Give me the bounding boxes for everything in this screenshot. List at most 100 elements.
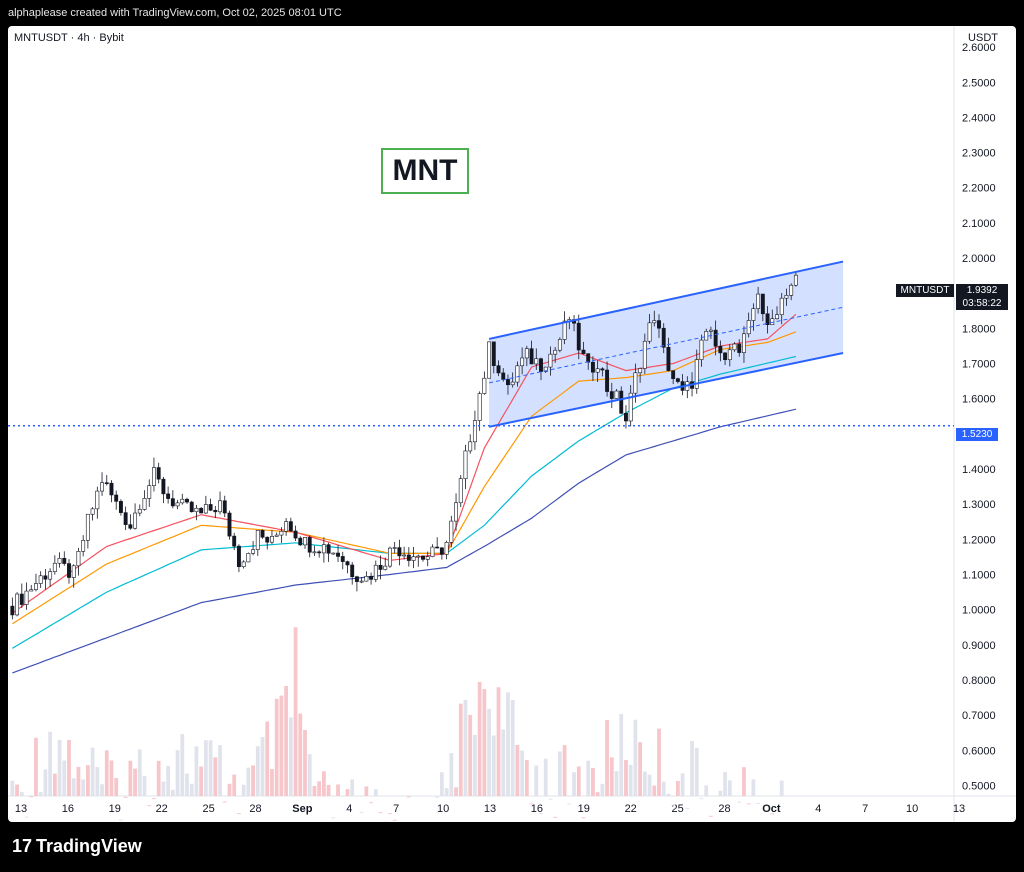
volume-bar — [657, 728, 661, 796]
channel-fill — [489, 261, 844, 427]
volume-bar — [241, 784, 246, 796]
symbol-price-tag: MNTUSDT — [896, 284, 954, 297]
x-tick-label: Oct — [762, 803, 781, 815]
candle-body — [661, 327, 666, 348]
volume-bar — [307, 754, 312, 796]
volume-bar — [477, 681, 482, 796]
candle-body — [742, 333, 746, 353]
volume-bar — [52, 773, 57, 796]
candle-body — [562, 320, 567, 340]
x-tick-label: 25 — [671, 803, 683, 815]
candle-body — [303, 537, 307, 546]
candle-body — [142, 498, 147, 510]
candle-body — [657, 320, 661, 329]
candle-body — [336, 552, 340, 557]
tradingview-logo[interactable]: 17 TradingView — [12, 836, 142, 857]
candle-body — [288, 521, 293, 532]
volume-bar — [406, 796, 411, 798]
volume-bar — [34, 737, 38, 796]
volume-bar — [562, 745, 567, 796]
volume-bar — [675, 780, 680, 796]
volume-bar — [175, 750, 180, 796]
candle-body — [520, 357, 525, 367]
volume-bar — [57, 739, 62, 796]
volume-bar — [779, 780, 784, 796]
candle-body — [671, 370, 676, 379]
candle-body — [213, 509, 218, 513]
candle-body — [331, 552, 336, 555]
volume-bar — [614, 771, 619, 796]
volume-bar — [128, 760, 133, 796]
candle-body — [430, 546, 435, 558]
volume-bar — [95, 767, 100, 796]
candle-body — [232, 535, 237, 547]
volume-bar — [208, 740, 213, 796]
volume-bar — [288, 717, 293, 796]
candle-body — [439, 547, 444, 555]
volume-bar — [274, 698, 279, 796]
volume-bar — [185, 773, 189, 796]
volume-bar — [166, 765, 171, 796]
y-tick-label: 0.9000 — [962, 640, 996, 652]
volume-bar — [473, 734, 477, 796]
volume-bar — [109, 760, 114, 796]
candle-body — [345, 561, 350, 566]
candle-body — [775, 314, 779, 320]
volume-bar — [671, 804, 676, 806]
candle-body — [19, 593, 24, 605]
ema-blue-line — [12, 408, 797, 674]
candle-body — [104, 482, 109, 484]
candle-body — [666, 346, 671, 371]
price-chart[interactable]: 2.6000 2.5000 2.4000 2.3000 2.2000 2.1000 2.00… — [8, 26, 1016, 822]
candle-body — [491, 341, 496, 366]
y-tick-label: 2.4000 — [962, 112, 996, 124]
volume-bar — [303, 729, 307, 796]
candle-body — [675, 378, 680, 382]
candle-body — [501, 372, 506, 380]
candle-body — [293, 530, 298, 539]
candle-body — [203, 504, 208, 514]
volume-bar — [104, 750, 109, 796]
candle-body — [251, 549, 256, 554]
candle-body — [642, 340, 647, 369]
candle-body — [166, 493, 171, 499]
candle-body — [444, 542, 449, 555]
x-tick-label: 13 — [484, 803, 496, 815]
volume-bar — [38, 792, 43, 796]
y-tick-label: 2.3000 — [962, 148, 996, 160]
volume-bar — [137, 749, 142, 796]
candle-body — [246, 553, 251, 563]
y-tick-label: 0.7000 — [962, 710, 996, 722]
candle-body — [421, 555, 425, 560]
candle-body — [388, 547, 392, 567]
candle-body — [265, 536, 270, 543]
volume-bar — [19, 792, 24, 796]
volume-bar — [298, 713, 303, 796]
volume-bar — [600, 783, 605, 796]
candle-body — [118, 501, 123, 513]
chart-frame[interactable]: 2.6000 2.5000 2.4000 2.3000 2.2000 2.1000 2.00… — [8, 26, 1016, 822]
volume-bar — [633, 719, 638, 796]
volume-bar — [71, 778, 76, 796]
volume-bar — [24, 816, 29, 818]
x-tick-label: 10 — [906, 803, 918, 815]
candle-body — [416, 555, 421, 558]
volume-bar — [718, 790, 723, 796]
candle-body — [369, 576, 374, 580]
y-tick-label: 1.4000 — [962, 464, 996, 476]
x-tick-label: 16 — [62, 803, 74, 815]
candle-body — [779, 297, 784, 316]
volume-bar — [628, 764, 633, 796]
candle-body — [756, 293, 761, 309]
volume-bar — [642, 771, 647, 796]
candle-body — [694, 359, 699, 389]
y-tick-label: 2.6000 — [962, 42, 996, 54]
candle-body — [727, 349, 732, 361]
candle-body — [402, 554, 407, 557]
candle-body — [449, 520, 454, 543]
volume-bar — [29, 796, 34, 798]
volume-bar — [142, 776, 147, 796]
volume-bar — [496, 687, 501, 796]
candle-body — [317, 551, 322, 554]
y-tick-label: 1.8000 — [962, 323, 996, 335]
